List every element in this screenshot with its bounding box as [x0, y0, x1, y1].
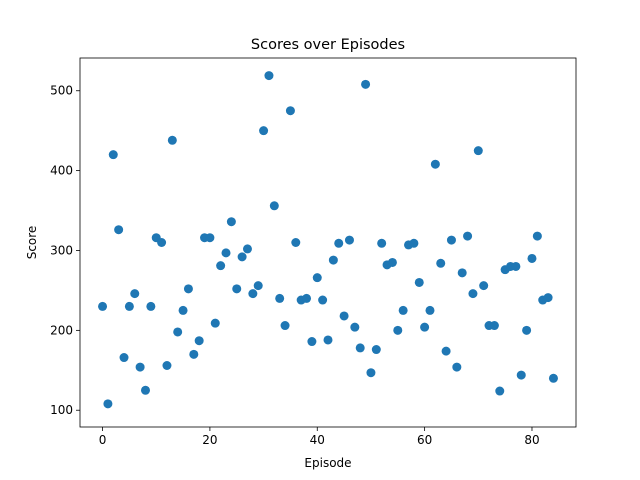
data-point	[108, 150, 118, 160]
x-tick-label: 0	[99, 433, 107, 447]
data-point	[430, 159, 440, 169]
data-point	[130, 289, 140, 299]
data-point	[371, 345, 381, 355]
data-point	[527, 253, 537, 263]
data-point	[232, 284, 242, 294]
data-point	[135, 362, 145, 372]
data-point	[307, 337, 317, 347]
data-point	[259, 126, 269, 136]
data-point	[280, 321, 290, 331]
data-point	[275, 293, 285, 303]
data-point	[140, 385, 150, 395]
data-point	[205, 233, 215, 243]
data-point	[264, 71, 274, 81]
data-point	[350, 322, 360, 332]
data-point	[119, 353, 129, 363]
plot-frame	[79, 57, 577, 428]
data-point	[436, 258, 446, 268]
data-point	[248, 289, 258, 299]
data-point	[242, 244, 252, 254]
data-point	[366, 368, 376, 378]
data-point	[548, 373, 558, 383]
data-point	[103, 399, 113, 409]
data-point	[210, 318, 220, 328]
data-point	[189, 349, 199, 359]
data-point	[318, 295, 328, 305]
data-point	[183, 284, 193, 294]
data-point	[162, 361, 172, 370]
data-point	[387, 257, 397, 267]
data-point	[516, 370, 526, 380]
data-point	[479, 281, 489, 291]
x-tick-label: 40	[310, 433, 325, 447]
data-point	[221, 248, 231, 258]
data-point	[178, 305, 188, 315]
data-point	[473, 146, 483, 156]
data-point	[489, 321, 499, 331]
data-point	[269, 201, 279, 211]
data-point	[393, 325, 403, 335]
data-point	[522, 325, 532, 335]
data-point	[167, 135, 177, 145]
data-point	[285, 106, 295, 116]
data-point	[441, 346, 451, 356]
x-axis-label: Episode	[304, 456, 351, 470]
data-point	[532, 231, 542, 241]
data-point	[468, 289, 478, 299]
data-point	[194, 336, 204, 346]
y-axis-label: Score	[25, 226, 39, 260]
data-point	[339, 311, 349, 321]
data-point	[291, 238, 301, 247]
data-point	[226, 217, 236, 227]
x-axis-ticks: 0 20 40 60 80	[99, 427, 540, 447]
data-point	[452, 362, 462, 372]
data-point	[344, 235, 354, 245]
data-point	[216, 261, 226, 271]
y-tick-label: 100	[50, 403, 73, 417]
data-point	[409, 238, 419, 248]
data-point	[377, 238, 387, 248]
data-point	[173, 327, 183, 337]
data-point	[253, 281, 263, 291]
data-point	[355, 343, 365, 353]
x-tick-label: 20	[202, 433, 217, 447]
data-point	[361, 79, 371, 89]
x-tick-label: 80	[524, 433, 539, 447]
data-point	[543, 293, 553, 303]
data-points	[98, 71, 558, 409]
y-axis-ticks: 100 200 300 400 500	[50, 84, 80, 417]
data-point	[511, 261, 521, 271]
data-point	[398, 305, 408, 315]
data-point	[446, 235, 456, 245]
data-point	[146, 301, 156, 311]
data-point	[457, 268, 467, 278]
data-point	[334, 238, 344, 248]
data-point	[420, 322, 430, 332]
data-point	[157, 238, 167, 247]
y-tick-label: 500	[50, 84, 73, 98]
data-point	[414, 277, 424, 287]
data-point	[323, 335, 333, 345]
data-point	[312, 273, 322, 283]
x-tick-label: 60	[417, 433, 432, 447]
data-point	[328, 255, 338, 265]
y-tick-label: 400	[50, 164, 73, 178]
data-point	[463, 231, 473, 241]
data-point	[302, 293, 312, 303]
y-tick-label: 300	[50, 243, 73, 257]
chart-title: Scores over Episodes	[251, 37, 405, 53]
data-point	[425, 305, 435, 315]
data-point	[237, 252, 247, 262]
data-point	[495, 386, 505, 396]
data-point	[98, 301, 108, 311]
plot-area	[80, 58, 576, 427]
y-tick-label: 200	[50, 323, 73, 337]
data-point	[114, 225, 124, 235]
data-point	[124, 301, 134, 311]
